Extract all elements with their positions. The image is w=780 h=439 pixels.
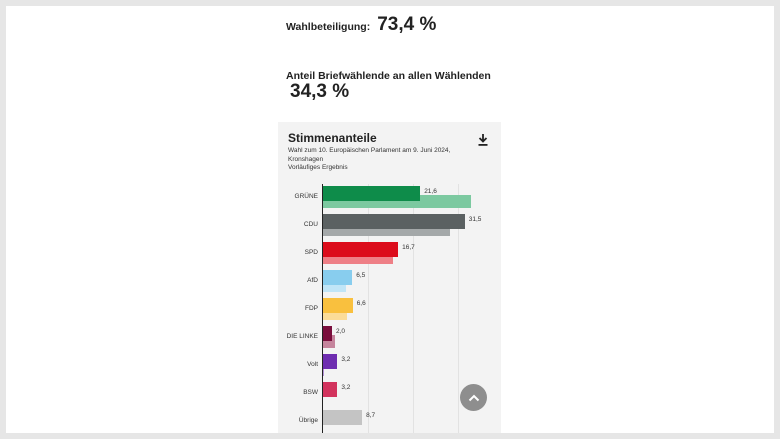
- vote-share-chart: GRÜNE 21,6 CDU 31,5 SPD 16,7 AfD 6,5 FDP 6,6 DIE L…: [278, 122, 501, 433]
- bar-current-result[interactable]: [323, 214, 465, 229]
- vote-share-card: GRÜNE 21,6 CDU 31,5 SPD 16,7 AfD 6,5 FDP 6,6 DIE L…: [278, 122, 501, 433]
- bar-current-result[interactable]: [323, 326, 332, 341]
- value-label: 6,6: [356, 300, 366, 307]
- category-label: CDU: [303, 221, 318, 228]
- category-label: GRÜNE: [294, 193, 318, 200]
- grid-line: [368, 184, 369, 433]
- card-subtitle: Wahl zum 10. Europäischen Parlament am 9…: [288, 147, 468, 173]
- scroll-to-top-button[interactable]: [460, 384, 487, 411]
- category-label: Übrige: [298, 417, 318, 424]
- turnout-value: 73,4 %: [377, 14, 437, 35]
- value-label: 8,7: [366, 412, 376, 419]
- bar-current-result[interactable]: [323, 298, 353, 313]
- bar-previous-election[interactable]: [323, 363, 325, 376]
- chevron-up-icon: [468, 394, 479, 401]
- category-label: FDP: [305, 305, 318, 312]
- value-label: 21,6: [424, 188, 437, 195]
- subtitle-line: Wahl zum 10. Europäischen Parlament am 9…: [288, 147, 451, 154]
- page: Wahlbeteiligung: 73,4 % Anteil Briefwähl…: [6, 6, 774, 433]
- value-label: 6,5: [356, 272, 366, 279]
- turnout-label: Wahlbeteiligung:: [286, 21, 371, 33]
- value-label: 16,7: [402, 244, 415, 251]
- bar-current-result[interactable]: [323, 242, 399, 257]
- grid-line: [413, 184, 414, 433]
- value-label: 3,2: [341, 384, 351, 391]
- grid-line: [458, 184, 459, 433]
- category-label: Volt: [307, 361, 318, 368]
- bar-current-result[interactable]: [323, 186, 421, 201]
- subtitle-line: Kronshagen: [288, 155, 324, 163]
- bar-current-result[interactable]: [323, 410, 363, 425]
- value-label: 31,5: [468, 216, 482, 223]
- category-label: BSW: [303, 389, 318, 396]
- download-icon[interactable]: [477, 133, 489, 147]
- bar-current-result[interactable]: [323, 270, 353, 285]
- value-label: 3,2: [341, 356, 351, 363]
- value-label: 2,0: [336, 328, 346, 335]
- bar-current-result[interactable]: [323, 354, 338, 369]
- bar-current-result[interactable]: [323, 382, 338, 397]
- y-axis-line: [322, 184, 323, 433]
- category-label: SPD: [304, 249, 318, 256]
- category-label: AfD: [307, 277, 318, 284]
- postal-vote-label: Anteil Briefwählende an allen Wählenden: [286, 70, 491, 82]
- subtitle-line: Vorläufiges Ergebnis: [288, 164, 348, 172]
- postal-vote-value: 34,3 %: [290, 81, 350, 102]
- category-label: DIE LINKE: [286, 333, 318, 340]
- card-title: Stimmenanteile: [288, 131, 377, 145]
- turnout-row: Wahlbeteiligung: 73,4 %: [286, 14, 436, 36]
